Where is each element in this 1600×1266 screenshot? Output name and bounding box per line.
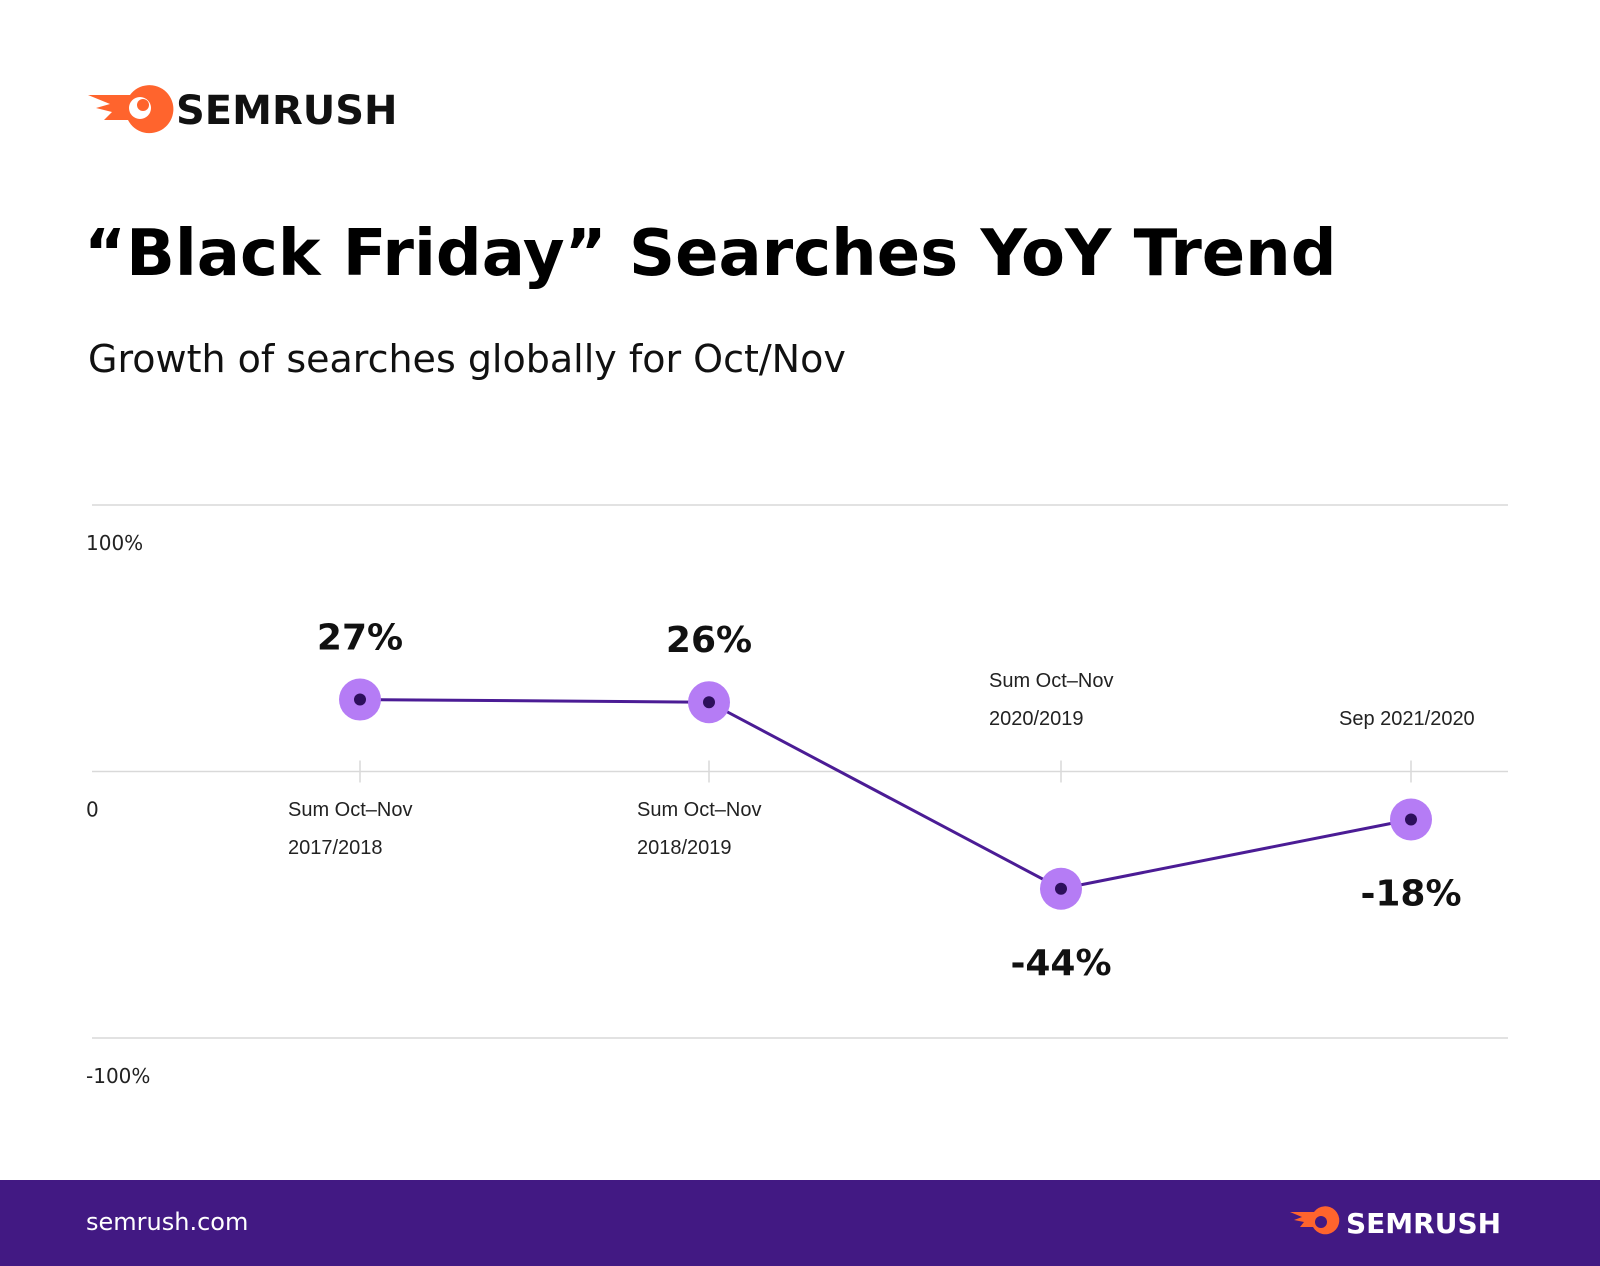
logo-text: SEMRUSH bbox=[176, 88, 398, 134]
line bbox=[359, 698, 1412, 891]
chart-title: “Black Friday” Searches YoY Trend bbox=[84, 217, 1337, 291]
chart-subtitle: Growth of searches globally for Oct/Nov bbox=[88, 337, 846, 381]
value-label: 27% bbox=[317, 618, 403, 659]
marker-dot bbox=[354, 693, 366, 706]
marker-dot bbox=[1405, 813, 1417, 826]
y-tick-label: 0 bbox=[86, 798, 99, 822]
value-label: -44% bbox=[1010, 943, 1111, 984]
x-tick-label: Sum Oct–Nov 2017/2018 bbox=[288, 798, 413, 859]
y-tick-label: 100% bbox=[86, 531, 143, 555]
footer-url: semrush.com bbox=[86, 1208, 248, 1236]
x-tick-label: Sum Oct–Nov 2018/2019 bbox=[637, 798, 762, 859]
value-label: 26% bbox=[666, 620, 752, 661]
logo-icon bbox=[88, 85, 174, 134]
x-tick-label: Sum Oct–Nov 2020/2019 bbox=[989, 669, 1114, 730]
x-tick-label: Sep 2021/2020 bbox=[1339, 707, 1475, 730]
marker-dot bbox=[1055, 882, 1067, 895]
value-label: -18% bbox=[1360, 873, 1461, 914]
y-tick-label: -100% bbox=[86, 1064, 150, 1088]
marker-dot bbox=[703, 696, 715, 709]
footer-logo-text: SEMRUSH bbox=[1346, 1207, 1501, 1240]
footer-logo-icon bbox=[1290, 1206, 1340, 1235]
